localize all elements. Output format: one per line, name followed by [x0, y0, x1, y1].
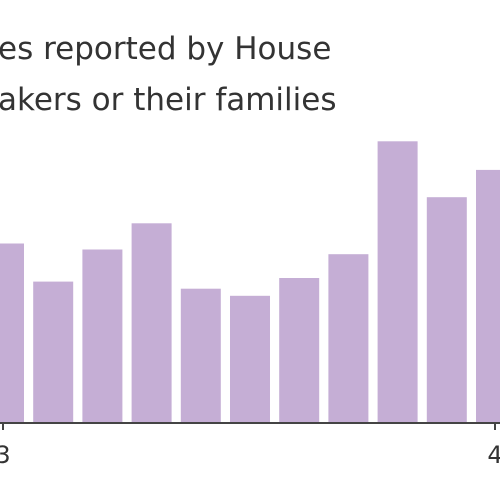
- chart-title: es reported by House akers or their fami…: [0, 24, 500, 126]
- bar-11: [476, 169, 500, 423]
- bar-4: [131, 223, 172, 423]
- bar-2: [33, 281, 74, 423]
- bar-group: [0, 141, 500, 424]
- chart-title-line-1: es reported by House: [0, 31, 332, 67]
- bar-1: [0, 243, 24, 423]
- x-tick-label-1: 3: [0, 441, 11, 469]
- chart-title-line-2: akers or their families: [0, 82, 337, 118]
- bar-9: [377, 141, 418, 424]
- bar-7: [279, 278, 320, 423]
- bar-10: [426, 197, 467, 423]
- bar-8: [328, 254, 369, 423]
- x-tick-label-2: 4: [487, 441, 500, 469]
- bar-3: [82, 249, 123, 423]
- bar-5: [180, 288, 221, 423]
- bar-6: [230, 295, 270, 423]
